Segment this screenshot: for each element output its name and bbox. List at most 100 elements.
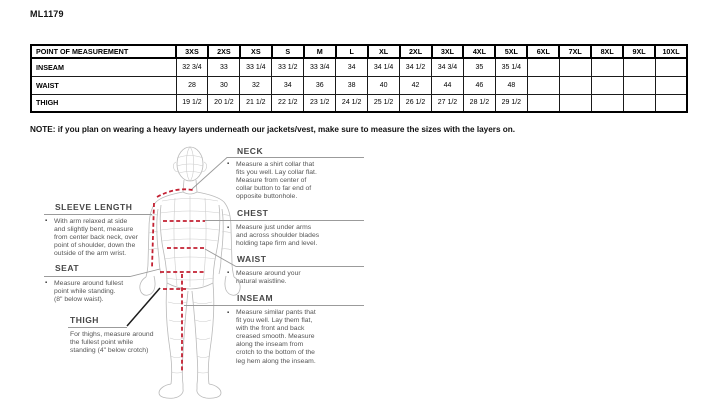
table-cell: 33 3/4 <box>303 57 337 77</box>
table-corner-header: POINT OF MEASUREMENT <box>30 44 177 59</box>
table-cell <box>590 93 624 113</box>
table-cell: 24 1/2 <box>335 93 369 113</box>
table-cell: 22 1/2 <box>271 93 305 113</box>
size-column-header: XS <box>238 44 273 59</box>
table-cell: 20 1/2 <box>207 93 241 113</box>
table-cell: 32 3/4 <box>175 57 209 77</box>
bullet-icon: ▪ <box>227 224 230 231</box>
section-title-inseam: INSEAM <box>237 293 274 303</box>
size-column-header: 8XL <box>590 44 625 59</box>
section-body-thigh: For thighs, measure around the fullest p… <box>70 331 154 355</box>
size-column-header: 2XL <box>398 44 433 59</box>
table-cell: 33 1/2 <box>271 57 305 77</box>
table-cell <box>622 93 656 113</box>
size-column-header: 6XL <box>526 44 561 59</box>
table-cell: 30 <box>207 75 241 95</box>
size-column-header: S <box>270 44 305 59</box>
table-cell <box>590 57 624 77</box>
table-cell: 21 1/2 <box>239 93 273 113</box>
table-cell <box>526 75 560 95</box>
table-cell: 28 <box>175 75 209 95</box>
row-label: THIGH <box>30 93 177 113</box>
size-column-header: 5XL <box>494 44 529 59</box>
table-cell <box>622 75 656 95</box>
section-title-sleeve-length: SLEEVE LENGTH <box>55 201 133 212</box>
table-header-row: POINT OF MEASUREMENT 3XS 2XS XS S M L XL… <box>30 44 688 59</box>
table-cell <box>654 57 688 77</box>
table-cell: 44 <box>431 75 464 95</box>
section-title-neck: NECK <box>237 146 264 156</box>
row-label: WAIST <box>30 75 177 95</box>
size-chart-table: POINT OF MEASUREMENT 3XS 2XS XS S M L XL… <box>30 44 688 113</box>
table-cell: 32 <box>239 75 273 95</box>
size-column-header: 9XL <box>622 44 657 59</box>
mannequin-figure <box>139 146 241 399</box>
table-cell <box>654 75 688 95</box>
section-body-waist: Measure around your natural waistline. <box>236 269 301 285</box>
size-column-header: 7XL <box>558 44 593 59</box>
table-row-waist: WAIST 28 30 32 34 36 38 40 42 44 46 48 <box>30 75 688 95</box>
section-title-waist: WAIST <box>237 253 267 264</box>
table-cell <box>654 93 688 113</box>
table-cell <box>622 57 656 77</box>
section-title-seat: SEAT <box>55 262 80 273</box>
table-cell: 34 <box>335 57 369 77</box>
size-column-header: L <box>334 44 369 59</box>
table-cell: 40 <box>367 75 401 95</box>
sleeve-measure-line <box>151 202 155 269</box>
bullet-icon: ▪ <box>227 270 230 276</box>
section-title-chest: CHEST <box>237 207 269 218</box>
table-cell: 23 1/2 <box>303 93 337 113</box>
table-cell: 42 <box>399 75 432 95</box>
table-cell: 46 <box>462 75 496 95</box>
table-cell <box>558 75 592 95</box>
bullet-icon: ▪ <box>227 309 230 316</box>
section-title-thigh: THIGH <box>70 314 99 325</box>
table-cell: 36 <box>303 75 337 95</box>
row-label: INSEAM <box>30 57 177 77</box>
table-row-inseam: INSEAM 32 3/4 33 33 1/4 33 1/2 33 3/4 34… <box>30 57 688 77</box>
table-cell <box>590 75 624 95</box>
bullet-icon: ▪ <box>45 218 48 224</box>
table-cell: 34 3/4 <box>431 57 464 77</box>
size-column-header: 4XL <box>462 44 497 59</box>
table-cell <box>526 93 560 113</box>
section-body-neck: Measure a shirt collar that fits you wel… <box>236 160 317 200</box>
section-body-sleeve-length: With arm relaxed at side and slightly be… <box>54 217 138 257</box>
table-row-thigh: THIGH 19 1/2 20 1/2 21 1/2 22 1/2 23 1/2… <box>30 93 688 113</box>
table-cell: 25 1/2 <box>367 93 401 113</box>
table-cell: 27 1/2 <box>431 93 464 113</box>
size-column-header: M <box>302 44 337 59</box>
table-cell: 33 1/4 <box>239 57 273 77</box>
section-body-inseam: Measure similar pants that fit you well.… <box>236 309 316 365</box>
table-cell: 35 1/4 <box>494 57 528 77</box>
table-cell: 34 <box>271 75 305 95</box>
table-cell: 19 1/2 <box>175 93 209 113</box>
bullet-icon: ▪ <box>227 161 230 167</box>
mannequin-mesh <box>147 146 233 374</box>
size-column-header: 3XL <box>430 44 465 59</box>
table-cell: 28 1/2 <box>462 93 496 113</box>
table-cell: 35 <box>462 57 496 77</box>
size-column-header: 2XS <box>206 44 241 59</box>
table-cell <box>558 57 592 77</box>
table-cell: 29 1/2 <box>494 93 528 113</box>
layering-note: NOTE: if you plan on wearing a heavy lay… <box>30 125 516 134</box>
table-cell: 48 <box>494 75 528 95</box>
thigh-callout-line <box>126 287 161 327</box>
neck-measure-line <box>156 188 194 198</box>
bullet-icon: ▪ <box>45 280 48 286</box>
measurement-lines <box>151 188 205 371</box>
table-cell: 34 1/4 <box>367 57 401 77</box>
table-cell <box>526 57 560 77</box>
size-column-header: XL <box>366 44 401 59</box>
table-cell: 38 <box>335 75 369 95</box>
section-body-seat: Measure around fullest point while stand… <box>54 279 124 303</box>
section-body-chest: Measure just under arms and across shoul… <box>236 224 320 248</box>
table-cell: 34 1/2 <box>399 57 432 77</box>
waist-leader-line <box>204 248 364 267</box>
table-cell <box>558 93 592 113</box>
size-column-header: 10XL <box>654 44 688 59</box>
document-title: ML1179 <box>30 9 64 19</box>
